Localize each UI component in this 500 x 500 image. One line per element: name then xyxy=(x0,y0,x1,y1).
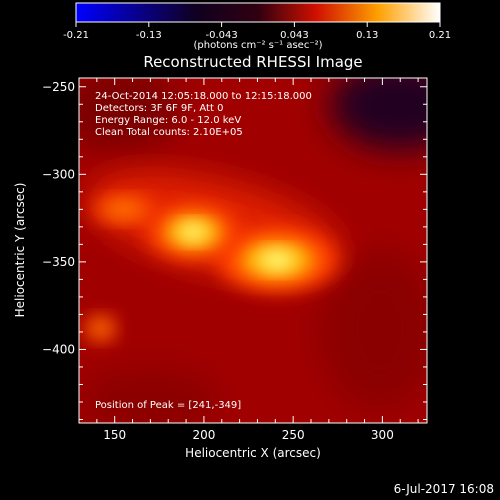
chart-title: Reconstructed RHESSI Image xyxy=(143,53,362,71)
x-tick-label: 300 xyxy=(371,428,394,442)
annotation-detectors: Detectors: 3F 6F 9F, Att 0 xyxy=(95,103,223,114)
annotation-time: 24-Oct-2014 12:05:18.000 to 12:15:18.000 xyxy=(95,91,312,102)
colorbar xyxy=(75,2,441,23)
colorbar-tick-label: 0.13 xyxy=(356,30,378,41)
x-tick-label: 150 xyxy=(103,428,126,442)
annotation-counts: Clean Total counts: 2.10E+05 xyxy=(95,127,243,138)
colorbar-ticks: -0.21 -0.13 -0.043 0.043 0.13 0.21 xyxy=(63,22,451,41)
y-axis-ticks: −250 −300 −350 −400 xyxy=(42,80,427,420)
source-core xyxy=(178,223,209,242)
footer-date: 6-Jul-2017 16:08 xyxy=(393,482,494,496)
y-tick-label: −300 xyxy=(42,167,75,181)
heatmap-image xyxy=(79,78,427,423)
source-core xyxy=(258,250,297,271)
y-tick-label: −350 xyxy=(42,255,75,269)
source-blob xyxy=(88,318,113,339)
plot-frame xyxy=(78,77,428,424)
annotation-energy: Energy Range: 6.0 - 12.0 keV xyxy=(95,115,241,126)
peak-position-label: Position of Peak = [241,-349] xyxy=(95,400,241,411)
y-axis-label: Heliocentric Y (arcsec) xyxy=(13,183,27,318)
x-tick-label: 200 xyxy=(192,428,215,442)
x-axis-ticks: 150 200 250 300 xyxy=(96,78,419,442)
y-tick-label: −250 xyxy=(42,80,75,94)
colorbar-label: (photons cm⁻² s⁻¹ asec⁻²) xyxy=(193,40,322,51)
colorbar-tick-label: 0.043 xyxy=(280,30,309,41)
colorbar-tick-label: -0.21 xyxy=(63,30,89,41)
colorbar-tick-label: -0.13 xyxy=(136,30,162,41)
colorbar-tick-label: 0.21 xyxy=(429,30,451,41)
colorbar-tick-label: -0.043 xyxy=(205,30,237,41)
y-tick-label: −400 xyxy=(42,342,75,356)
x-axis-label: Heliocentric X (arcsec) xyxy=(185,446,321,460)
x-tick-label: 250 xyxy=(282,428,305,442)
source-blob xyxy=(101,199,146,220)
